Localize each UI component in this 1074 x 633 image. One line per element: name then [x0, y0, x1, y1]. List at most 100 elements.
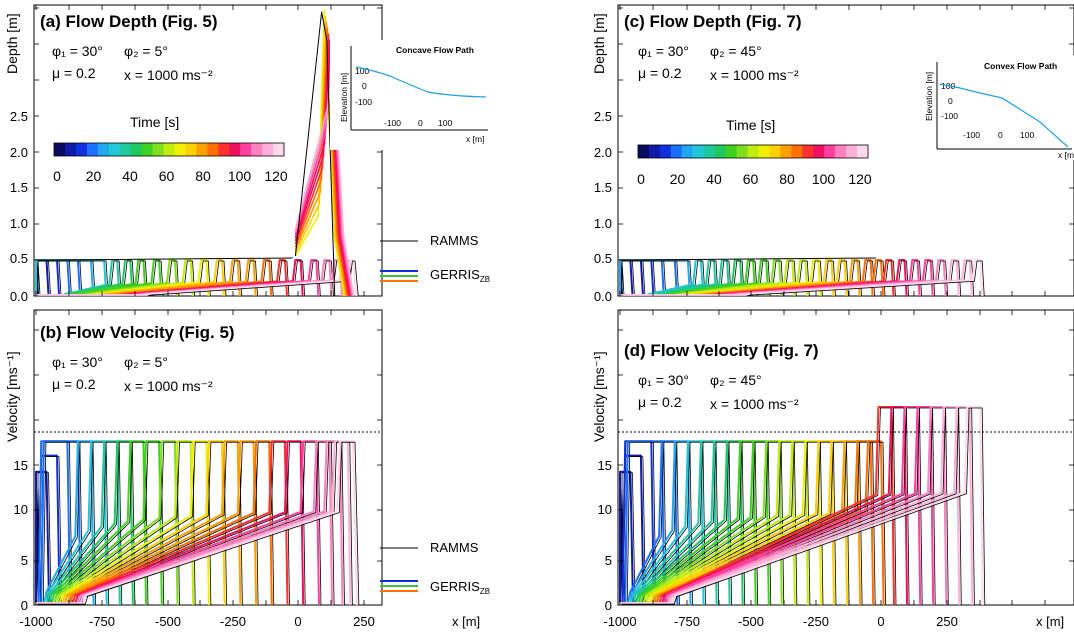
panel-c-time-colorbar: 0 20 40 60 80 100 120 [637, 144, 872, 187]
panel-b-legend: RAMMS GERRISZB [380, 540, 490, 596]
panel-a-mu: μ = 0.2 [52, 65, 96, 81]
colorbar-swatch [670, 145, 683, 158]
panel-c-inset-xtick-1: 0 [998, 130, 1003, 140]
panel-c-ytick-5: 2.5 [594, 109, 612, 124]
colorbar-swatch [681, 145, 694, 158]
panel-d-phi2: φ₂ = 45° [710, 372, 762, 388]
panel-b-ytick-3: 15 [14, 458, 28, 473]
depth-plateau [36, 257, 293, 261]
panel-b-ytick-0: 0 [21, 598, 28, 613]
colorbar-swatch [130, 143, 143, 156]
legend-ramms-label: RAMMS [430, 233, 479, 248]
colorbar-swatch [638, 145, 650, 158]
depth-curve-ramms [621, 260, 985, 296]
colorbar-outline [637, 144, 869, 159]
axis-ticks [34, 5, 1074, 606]
panel-a-xparam: x = 1000 ms⁻² [124, 67, 213, 83]
panel-a-ytick-2: 1.0 [10, 216, 28, 231]
depth-peak-curve [294, 27, 349, 296]
colorbar-swatch [196, 143, 208, 156]
panel-a-inset-xlabel: x [m] [466, 134, 484, 144]
panel-b-mu: μ = 0.2 [52, 376, 96, 392]
colorbar-swatch [791, 145, 803, 158]
left-xtick-0: -1000 [19, 614, 52, 629]
panel-d-title: (d) Flow Velocity (Fig. 7) [624, 341, 819, 360]
panel-c-inset-profile [939, 83, 1069, 148]
panel-c-inset-ylabel: Elevation [m] [924, 72, 934, 121]
velocity-curve-gerris [35, 440, 358, 605]
panel-c-yticks: 0.0 0.5 1.0 1.5 2.0 2.5 [594, 109, 612, 304]
colorbar-swatch [64, 143, 77, 156]
velocity-curve-gerris [619, 406, 984, 605]
panel-d-ytick-0: 0 [605, 598, 612, 613]
panel-b-ytick-2: 10 [14, 502, 28, 517]
right-xtick-1: -750 [674, 614, 700, 629]
colorbar-swatch [251, 143, 263, 156]
depth-peak-curve [294, 9, 345, 296]
left-xtick-1: -750 [89, 614, 115, 629]
left-xtick-3: -250 [220, 614, 246, 629]
velocity-curve-gerris [35, 440, 242, 605]
panel-b-ytick-1: 5 [21, 553, 28, 568]
velocity-curve-gerris [35, 440, 273, 605]
panel-a-ytick-1: 0.5 [10, 251, 28, 266]
velocity-curve-ramms [621, 407, 949, 605]
colorbar-swatch [692, 145, 705, 158]
depth-plateau [620, 257, 876, 261]
colorbar-swatch [714, 145, 727, 158]
colorbar-swatch [207, 143, 219, 156]
panel-b-phi2: φ₂ = 5° [124, 354, 168, 370]
velocity-curve-gerris [35, 440, 134, 605]
panel-d-ytick-2: 10 [598, 502, 612, 517]
panel-c-xparam: x = 1000 ms⁻² [710, 67, 799, 83]
colorbar-swatch [736, 145, 749, 158]
velocity-curve-gerris [619, 440, 692, 605]
colorbar-swatch [273, 143, 285, 156]
colorbar-swatch [857, 145, 869, 158]
depth-curve-ramms [37, 260, 109, 296]
colorbar-swatch [240, 143, 252, 156]
panel-a-ytick-0: 0.0 [10, 289, 28, 304]
velocity-curve-gerris [619, 440, 809, 605]
panel-a-inset-profile [355, 66, 487, 98]
colorbar-swatch [835, 145, 847, 158]
colorbar-tick-label: 60 [743, 171, 759, 187]
colorbar-swatch [119, 143, 132, 156]
legend-ramms-label-b: RAMMS [430, 540, 479, 555]
panel-c-ylabel: Depth [m] [591, 13, 607, 74]
velocity-curve-gerris [619, 440, 849, 605]
colorbar-swatch [648, 145, 661, 158]
panel-a-inset-ylabel: Elevation [m] [339, 73, 349, 122]
panel-c-ytick-4: 2.0 [594, 145, 612, 160]
colorbar-swatch [824, 145, 836, 158]
velocity-curve-gerris [35, 440, 121, 605]
panel-b-phi1: φ₁ = 30° [52, 354, 103, 370]
colorbar-tick-label: 40 [706, 171, 722, 187]
panel-c-time-title: Time [s] [726, 117, 775, 133]
colorbar-tick-label: 0 [53, 168, 61, 184]
velocity-curve-gerris [619, 406, 909, 605]
velocity-curve-gerris [35, 440, 147, 605]
colorbar-tick-label: 100 [812, 171, 836, 187]
colorbar-swatch [229, 143, 241, 156]
legend-gerris-label-b: GERRISZB [430, 579, 490, 596]
right-xticks: -1000 -750 -500 -250 0 250 x [m] [603, 614, 1064, 629]
colorbar-tick-label: 100 [228, 168, 252, 184]
colorbar-swatch [813, 145, 825, 158]
panel-a-inset-xtick-2: 100 [438, 118, 452, 128]
depth-peak-curve [294, 15, 346, 296]
panel-d-yticks: 0 5 10 15 [598, 458, 612, 613]
right-xtick-0: -1000 [603, 614, 636, 629]
panel-a-legend: RAMMS GERRISZB [380, 233, 490, 284]
colorbar-swatch [780, 145, 792, 158]
velocity-curve-gerris [619, 440, 770, 605]
colorbar-swatch [163, 143, 175, 156]
colorbar-swatch [54, 143, 66, 156]
colorbar-swatch [218, 143, 230, 156]
right-xlabel: x [m] [1036, 614, 1064, 629]
depth-curve-gerris [619, 259, 984, 296]
colorbar-tick-label: 40 [122, 168, 138, 184]
panel-c-ytick-3: 1.5 [594, 180, 612, 195]
panel-c-inset-xtick-0: -100 [963, 130, 980, 140]
panel-d-ytick-1: 5 [605, 553, 612, 568]
